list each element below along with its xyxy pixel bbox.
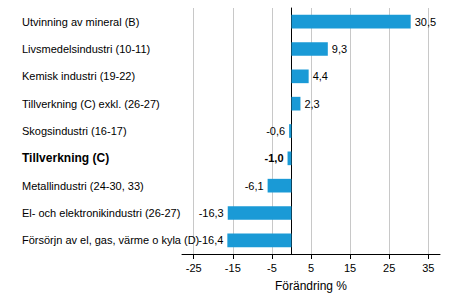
svg-text:-5: -5 [267, 262, 277, 274]
svg-text:4,4: 4,4 [313, 70, 328, 82]
svg-text:Metallindustri (24-30, 33): Metallindustri (24-30, 33) [22, 180, 144, 192]
svg-text:Kemisk industri (19-22): Kemisk industri (19-22) [22, 70, 135, 82]
svg-text:5: 5 [308, 262, 314, 274]
svg-text:Utvinning av mineral (B): Utvinning av mineral (B) [22, 16, 139, 28]
svg-text:30,5: 30,5 [415, 16, 436, 28]
svg-text:9,3: 9,3 [332, 43, 347, 55]
svg-text:Tillverkning (C) exkl. (26-27): Tillverkning (C) exkl. (26-27) [22, 98, 160, 110]
svg-text:Tillverkning (C): Tillverkning (C) [22, 151, 109, 165]
svg-text:2,3: 2,3 [304, 98, 319, 110]
svg-text:25: 25 [383, 262, 395, 274]
svg-text:-16,3: -16,3 [199, 207, 224, 219]
svg-text:-0,6: -0,6 [266, 125, 285, 137]
svg-text:-25: -25 [186, 262, 202, 274]
svg-text:-1,0: -1,0 [265, 152, 284, 164]
svg-text:35: 35 [422, 262, 434, 274]
svg-text:-16,4: -16,4 [198, 234, 223, 246]
svg-text:Försörjn av el, gas, värme o k: Försörjn av el, gas, värme o kyla (D) [22, 234, 199, 246]
svg-text:El- och elektronikindustri (26: El- och elektronikindustri (26-27) [22, 207, 180, 219]
svg-text:Livsmedelsindustri (10-11): Livsmedelsindustri (10-11) [22, 43, 150, 55]
svg-text:Förändring %: Förändring % [275, 279, 347, 293]
svg-text:15: 15 [344, 262, 356, 274]
svg-text:Skogsindustri (16-17): Skogsindustri (16-17) [22, 125, 127, 137]
svg-text:-6,1: -6,1 [245, 180, 264, 192]
svg-text:-15: -15 [225, 262, 241, 274]
